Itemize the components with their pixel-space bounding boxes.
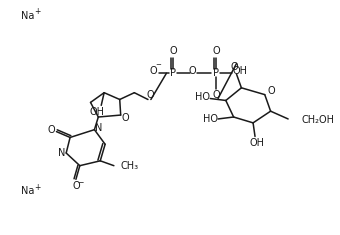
Text: N: N xyxy=(58,148,65,158)
Text: O: O xyxy=(72,181,80,191)
Text: OH: OH xyxy=(90,107,105,117)
Text: −: − xyxy=(156,63,161,68)
Text: O: O xyxy=(146,90,154,100)
Text: O: O xyxy=(268,86,275,96)
Text: O: O xyxy=(150,66,158,76)
Text: OH: OH xyxy=(233,66,248,76)
Text: +: + xyxy=(34,7,40,16)
Text: +: + xyxy=(34,183,40,192)
Text: OH: OH xyxy=(250,138,265,148)
Text: O: O xyxy=(231,62,238,72)
Text: −: − xyxy=(78,178,84,187)
Text: P: P xyxy=(213,68,219,78)
Text: CH₃: CH₃ xyxy=(121,161,139,171)
Text: O: O xyxy=(212,90,220,100)
Text: O: O xyxy=(189,66,197,76)
Text: HO: HO xyxy=(195,92,210,102)
Text: Na: Na xyxy=(21,186,35,196)
Text: O: O xyxy=(169,46,177,56)
Text: O: O xyxy=(48,125,55,135)
Text: P: P xyxy=(170,68,176,78)
Text: Na: Na xyxy=(21,11,35,21)
Text: N: N xyxy=(95,123,102,133)
Text: HO: HO xyxy=(203,114,218,124)
Text: CH₂OH: CH₂OH xyxy=(302,115,335,125)
Text: O: O xyxy=(212,46,220,56)
Text: O: O xyxy=(122,113,130,123)
